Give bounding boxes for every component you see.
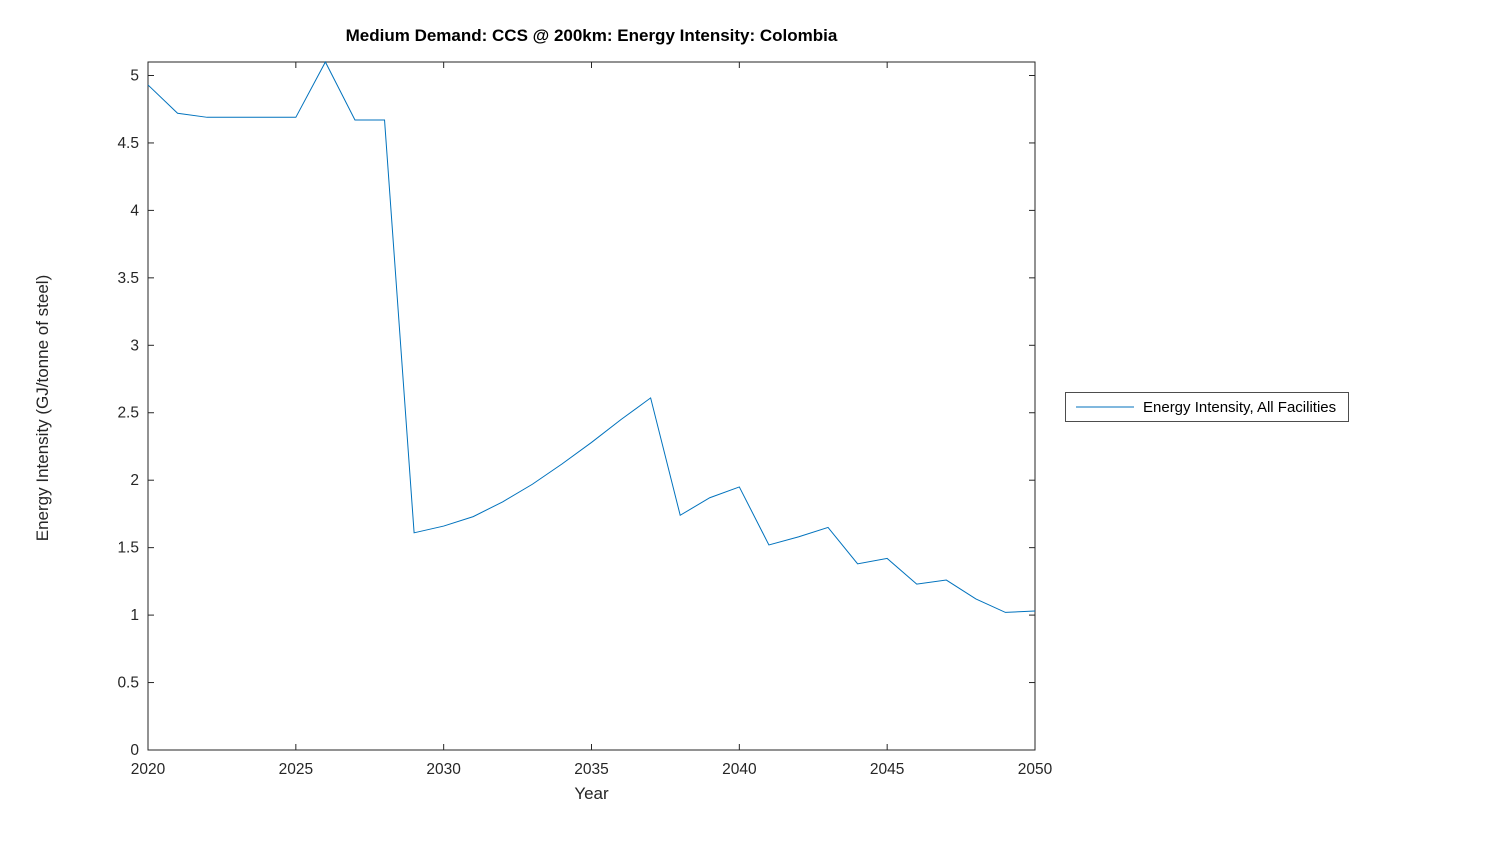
y-tick-label: 0 [130,742,139,759]
y-tick-label: 3 [130,337,139,354]
y-tick-label: 2 [130,472,139,489]
legend-line-sample [1076,406,1134,408]
x-tick-label: 2050 [1018,761,1053,778]
x-tick-label: 2030 [426,761,461,778]
y-tick-label: 3.5 [117,270,139,287]
y-tick-label: 0.5 [117,675,139,692]
x-tick-label: 2020 [131,761,166,778]
x-axis-label: Year [574,784,609,803]
chart-title: Medium Demand: CCS @ 200km: Energy Inten… [345,26,838,45]
y-tick-label: 4.5 [117,135,139,152]
plot-border [147,61,1036,751]
x-tick-label: 2025 [279,761,313,778]
y-tick-label: 1 [130,607,139,624]
y-axis-label: Energy Intensity (GJ/tonne of steel) [33,274,52,542]
legend: Energy Intensity, All Facilities [1065,392,1350,422]
legend-entry-label: Energy Intensity, All Facilities [1143,398,1337,416]
series-line [147,60,1036,613]
x-tick-label: 2045 [870,761,904,778]
y-tick-label: 2.5 [117,405,139,422]
y-tick-label: 5 [130,67,139,84]
x-tick-label: 2040 [722,761,757,778]
x-tick-label: 2035 [574,761,608,778]
y-tick-label: 1.5 [117,540,139,557]
y-tick-label: 4 [130,202,139,219]
